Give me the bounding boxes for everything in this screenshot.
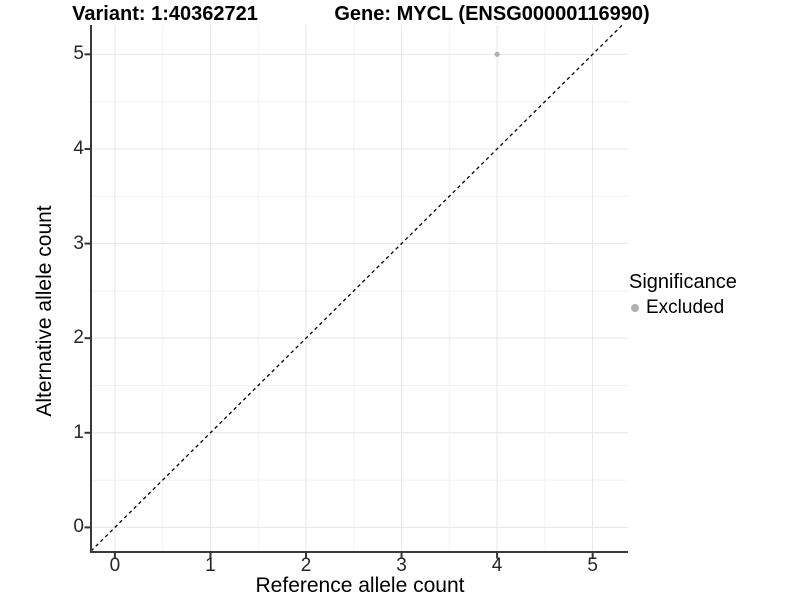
x-tick-label: 5 bbox=[587, 555, 598, 576]
legend-item-label: Excluded bbox=[646, 297, 725, 318]
x-tick-label: 0 bbox=[109, 555, 121, 576]
legend-title: Significance bbox=[629, 271, 737, 293]
gene-title: Gene: MYCL (ENSG00000116990) bbox=[334, 3, 650, 25]
y-tick-label: 4 bbox=[73, 137, 84, 159]
excluded-point-icon bbox=[631, 304, 639, 312]
x-tick-label: 1 bbox=[205, 555, 216, 576]
y-tick-label: 5 bbox=[73, 43, 84, 65]
variant-title: Variant: 1:40362721 bbox=[72, 3, 258, 25]
x-tick-label: 2 bbox=[300, 555, 312, 576]
legend-item-excluded: Excluded bbox=[631, 297, 737, 319]
legend: Significance Excluded bbox=[629, 271, 737, 319]
x-axis-title: Reference allele count bbox=[255, 574, 465, 597]
x-tick-label: 4 bbox=[491, 555, 503, 576]
y-tick-label: 0 bbox=[73, 516, 84, 538]
identity-dashed-line bbox=[90, 24, 623, 552]
y-tick-label: 3 bbox=[73, 232, 84, 254]
y-tick-label: 1 bbox=[73, 421, 84, 443]
data-point bbox=[494, 51, 500, 57]
y-tick-label: 2 bbox=[73, 327, 84, 349]
x-tick-label: 3 bbox=[396, 555, 407, 576]
